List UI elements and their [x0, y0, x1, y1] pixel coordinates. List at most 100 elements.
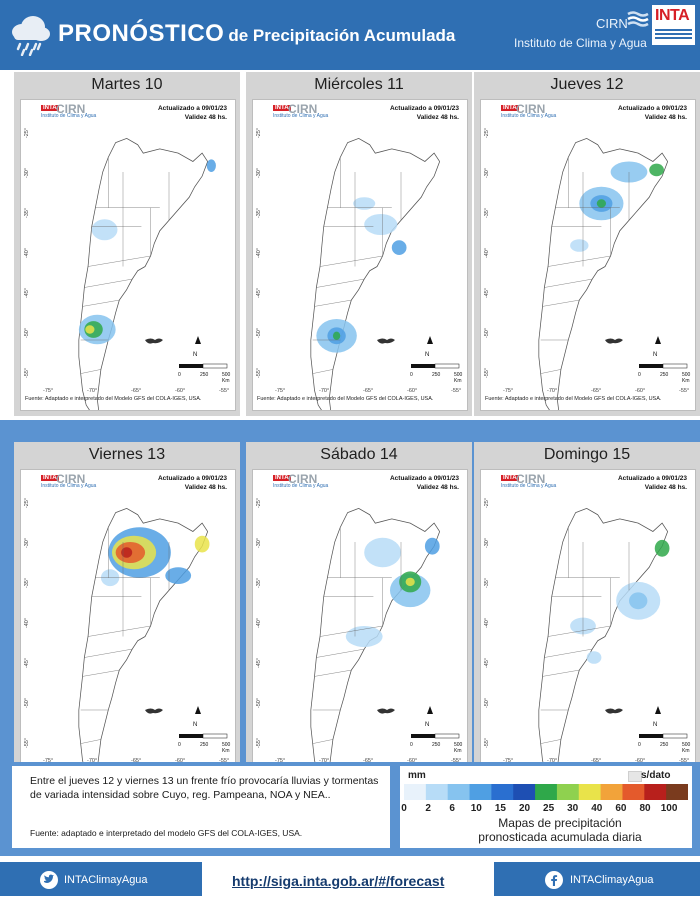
panel-update-info: Actualizado a 09/01/23 Validez 48 hs. [599, 104, 687, 122]
legend-label: 2 [425, 803, 431, 814]
panel-x-tick: -60° [407, 388, 418, 394]
panel-validity: Validez 48 hs. [416, 484, 459, 491]
panel-logo-cirn: CIRN [516, 102, 546, 116]
precipitation-legend: mm s/dato 0 2 6 10 15 20 25 30 40 60 80 100 Mapas d… [400, 766, 692, 848]
inta-logo: INTA [652, 5, 695, 45]
panel-y-tick: -30° [484, 537, 491, 549]
panel-validity: Validez 48 hs. [644, 484, 687, 491]
panel-y-tick: -40° [256, 617, 263, 629]
islands-map [377, 708, 395, 714]
panel-update-info: Actualizado a 09/01/23 Validez 48 hs. [599, 474, 687, 492]
facebook-handle[interactable]: INTAClimayAgua [570, 874, 654, 886]
rain-area [332, 331, 341, 340]
panel-x-tick: -55° [451, 758, 462, 764]
panel-validity: Validez 48 hs. [184, 114, 227, 121]
panel-x-tick: -70° [87, 758, 98, 764]
panel-update-info: Actualizado a 09/01/23 Validez 48 hs. [371, 104, 459, 122]
panel-y-tick: -25° [256, 127, 263, 139]
panel-north-label: N [425, 722, 430, 728]
north-arrow-icon [195, 336, 201, 344]
panel-scale-label: 250 [660, 742, 669, 748]
facebook-icon[interactable] [545, 871, 563, 889]
islands-map [605, 708, 623, 714]
forecast-url-link[interactable]: http://siga.inta.gob.ar/#/forecast [232, 873, 445, 889]
panel-scale-label: 500 Km [454, 372, 463, 384]
twitter-icon[interactable] [40, 871, 58, 889]
legend-label: 20 [518, 803, 531, 814]
panel-y-tick: -50° [484, 697, 491, 709]
panel-y-tick: -30° [24, 167, 31, 179]
panel-updated: Actualizado a 09/01/23 [389, 475, 459, 482]
flag-icon [627, 11, 649, 27]
panel-x-tick: -70° [547, 758, 558, 764]
panel-validity: Validez 48 hs. [184, 484, 227, 491]
panel-updated: Actualizado a 09/01/23 [617, 105, 687, 112]
legend-color-swatch [491, 784, 514, 800]
panel-logo-caption: Instituto de Clima y Agua [273, 483, 329, 489]
panel-y-tick: -35° [256, 577, 263, 589]
precipitation-map: INTA CIRN Instituto de Clima y Agua Actuali… [480, 99, 696, 411]
panel-y-tick: -55° [24, 367, 31, 379]
panel-x-tick: -55° [451, 388, 462, 394]
rain-area [364, 214, 398, 235]
panel-logo-inta: INTA [41, 105, 59, 111]
north-arrow-icon [655, 336, 661, 344]
legend-color-swatch [425, 784, 449, 800]
legend-color-swatch [666, 784, 688, 800]
panel-y-tick: -45° [24, 657, 31, 669]
rain-area [206, 159, 216, 172]
legend-caption-line2: pronosticada acumulada diaria [478, 830, 642, 844]
panel-update-info: Actualizado a 09/01/23 Validez 48 hs. [371, 474, 459, 492]
panel-y-tick: -25° [24, 127, 31, 139]
panel-updated: Actualizado a 09/01/23 [617, 475, 687, 482]
panel-x-tick: -70° [87, 388, 98, 394]
panel-y-tick: -45° [256, 287, 263, 299]
precipitation-map: INTA CIRN Instituto de Clima y Agua Actuali… [20, 469, 236, 781]
twitter-handle[interactable]: INTAClimayAgua [64, 874, 148, 886]
islands-map [145, 338, 163, 344]
panel-y-tick: -50° [256, 697, 263, 709]
rain-area [121, 547, 133, 558]
rain-area [364, 537, 401, 568]
panel-x-tick: -75° [275, 758, 286, 764]
panel-update-info: Actualizado a 09/01/23 Validez 48 hs. [139, 474, 227, 492]
panel-scale-label: 250 [432, 742, 441, 748]
north-arrow-icon [655, 706, 661, 714]
panel-scale-label: 0 [178, 742, 181, 748]
rain-area [165, 567, 192, 584]
panel-north-label: N [193, 352, 198, 358]
panel-x-tick: -75° [43, 388, 54, 394]
panel-day-title: Jueves 12 [550, 76, 624, 93]
panel-logo-caption: Instituto de Clima y Agua [41, 113, 97, 119]
panel-logo-cirn: CIRN [288, 472, 318, 486]
panel-y-tick: -50° [24, 697, 31, 709]
panel-scale-label: 500 Km [682, 742, 691, 754]
panel-north-label: N [653, 352, 658, 358]
legend-caption-line1: Mapas de precipitación [498, 816, 622, 830]
panel-scale-label: 500 Km [222, 742, 231, 754]
legend-color-swatch [556, 784, 580, 800]
rain-area [629, 592, 648, 610]
rain-area [424, 537, 440, 555]
background-band-bottom [0, 420, 700, 432]
panel-logo-inta: INTA [501, 475, 519, 481]
legend-color-swatch [622, 784, 645, 800]
forecast-panel: Sábado 14 INTA CIRN Instituto de Clima y Ag… [246, 442, 472, 786]
panel-logo-cirn: CIRN [56, 102, 86, 116]
rain-area [391, 240, 407, 255]
description-text: Entre el jueves 12 y viernes 13 un frent… [30, 775, 379, 801]
forecast-description: Entre el jueves 12 y viernes 13 un frent… [12, 766, 390, 848]
panel-logo-inta: INTA [501, 105, 519, 111]
panel-x-tick: -65° [591, 388, 602, 394]
panel-logo-caption: Instituto de Clima y Agua [41, 483, 97, 489]
panel-y-tick: -50° [24, 327, 31, 339]
panel-day-title: Martes 10 [91, 76, 163, 93]
no-data-swatch [628, 771, 642, 782]
legend-color-swatch [447, 784, 471, 800]
argentina-map [310, 507, 460, 780]
panel-y-tick: -40° [256, 247, 263, 259]
panel-x-tick: -60° [635, 388, 646, 394]
legend-color-swatch [513, 784, 536, 800]
panel-scale-label: 250 [200, 372, 209, 378]
panel-logo-cirn: CIRN [56, 472, 86, 486]
